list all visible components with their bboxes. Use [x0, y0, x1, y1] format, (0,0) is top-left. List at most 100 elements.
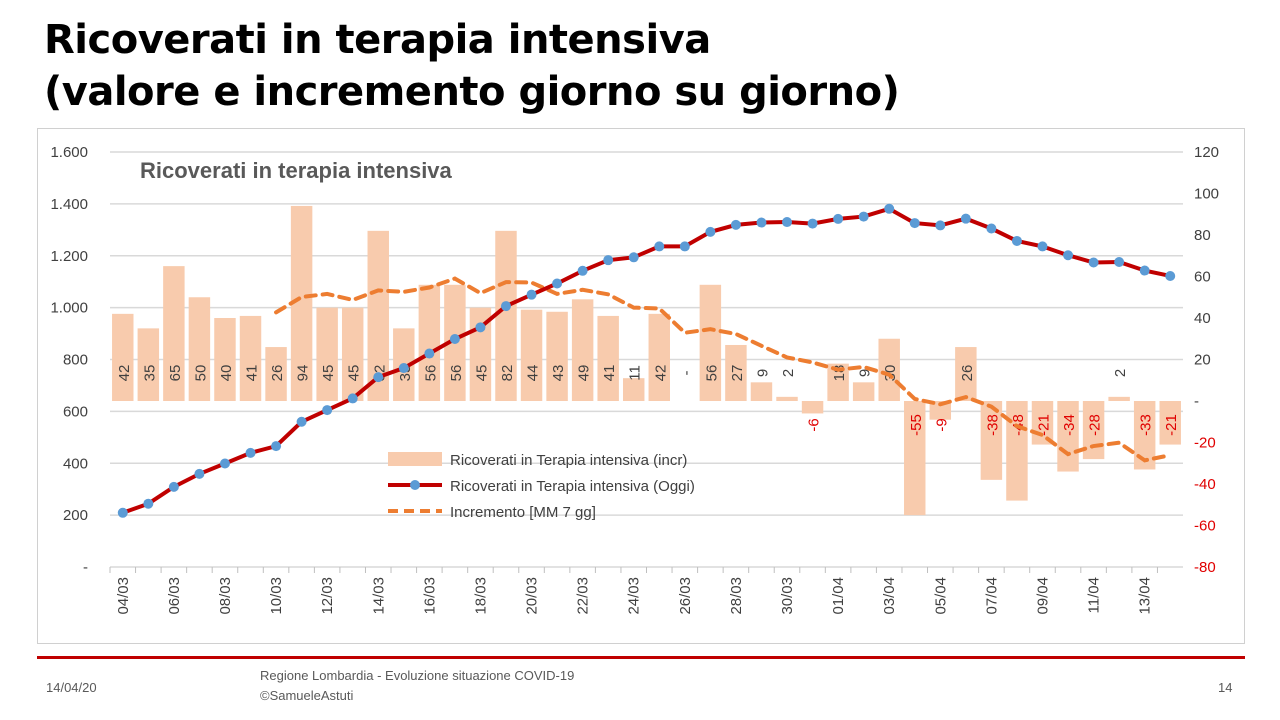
left-tick-label: 400	[63, 455, 88, 472]
x-tick-label: 03/04	[881, 577, 898, 615]
footer-divider	[37, 656, 1245, 659]
oggi-point	[271, 441, 282, 452]
oggi-point	[1088, 257, 1099, 268]
oggi-point	[475, 322, 486, 333]
bar-label: 42	[116, 365, 133, 382]
legend-label-incr: Ricoverati in Terapia intensiva (incr)	[450, 452, 687, 469]
bar	[1057, 401, 1079, 472]
oggi-point	[168, 481, 179, 492]
right-tick-label: -80	[1194, 559, 1216, 576]
bar	[980, 401, 1003, 480]
right-tick-label: -60	[1194, 518, 1216, 535]
bar-label: -34	[1061, 414, 1078, 436]
left-tick-label: 1.200	[50, 248, 88, 265]
oggi-point	[194, 468, 205, 479]
right-tick-label: -20	[1194, 435, 1216, 452]
oggi-point	[1063, 250, 1074, 261]
legend-label-ma: Incremento [MM 7 gg]	[450, 504, 596, 521]
bar	[265, 347, 287, 401]
bar	[648, 313, 671, 401]
moving-average-line	[274, 276, 1173, 463]
x-tick-label: 18/03	[472, 577, 489, 615]
oggi-point	[245, 447, 256, 458]
x-tick-label: 14/03	[370, 577, 387, 615]
oggi-point	[654, 241, 665, 252]
bar-label: -55	[908, 414, 925, 436]
bar-label: 43	[550, 365, 567, 382]
bar	[341, 307, 364, 401]
x-tick-label: 06/03	[166, 577, 183, 615]
oggi-point	[705, 226, 716, 237]
x-tick-label: 26/03	[677, 577, 694, 615]
bar-label: 45	[320, 365, 337, 382]
x-tick-label: 10/03	[268, 577, 285, 615]
x-tick-label: 04/03	[115, 577, 132, 615]
bar-label: -28	[1087, 414, 1104, 436]
bar	[290, 205, 313, 401]
x-tick-label: 07/04	[983, 577, 1000, 615]
bar-label: 65	[167, 365, 184, 382]
x-tick-label: 01/04	[830, 577, 847, 615]
bar-label: 82	[499, 365, 516, 382]
bar-label: 9	[754, 369, 771, 377]
right-tick-label: -40	[1194, 476, 1216, 493]
bar-label: 26	[959, 365, 976, 382]
oggi-point	[552, 278, 563, 289]
x-tick-label: 05/04	[932, 577, 949, 615]
right-tick-label: -	[1194, 393, 1199, 410]
bar	[1108, 396, 1130, 401]
x-tick-label: 24/03	[626, 577, 643, 615]
bar	[622, 378, 645, 401]
oggi-point	[833, 213, 844, 224]
legend-label-oggi: Ricoverati in Terapia intensiva (Oggi)	[450, 478, 695, 495]
footer-author: ©SamueleAstuti	[260, 688, 354, 703]
right-tick-label: 60	[1194, 269, 1211, 286]
bar-label: -38	[984, 414, 1001, 436]
chart-frame	[37, 128, 1245, 644]
bar-label: 44	[525, 365, 542, 382]
title-line-1: Ricoverati in terapia intensiva	[44, 17, 711, 63]
page-number: 14	[1218, 680, 1233, 695]
bar-label: -9	[933, 418, 950, 431]
bar	[776, 396, 798, 401]
bar-label: 26	[269, 365, 286, 382]
bar-label: -	[678, 371, 695, 376]
oggi-point	[398, 363, 409, 374]
bar	[571, 299, 594, 401]
legend-swatch-incr	[388, 452, 442, 466]
bar	[827, 363, 849, 401]
bar-label: -33	[1138, 414, 1155, 436]
bar-label: 56	[422, 365, 439, 382]
bar	[163, 266, 185, 401]
footer-source: Regione Lombardia - Evoluzione situazion…	[260, 668, 575, 683]
bar	[597, 315, 619, 401]
oggi-point	[935, 220, 946, 231]
x-tick-label: 12/03	[319, 577, 336, 615]
title-line-2: (valore e incremento giorno su giorno)	[44, 69, 900, 115]
bar-label: 41	[601, 365, 618, 382]
left-tick-label: 600	[63, 403, 88, 420]
left-tick-label: -	[83, 559, 88, 576]
oggi-point	[960, 213, 971, 224]
oggi-point	[986, 223, 997, 234]
right-tick-label: 80	[1194, 227, 1211, 244]
x-tick-label: 16/03	[421, 577, 438, 615]
bar-label: 50	[192, 365, 209, 382]
oggi-point	[322, 405, 333, 416]
bar-label: -21	[1163, 414, 1180, 436]
legend-marker-oggi	[410, 480, 420, 490]
bar	[546, 311, 568, 401]
oggi-point	[909, 218, 920, 229]
oggi-point	[603, 255, 614, 266]
right-tick-label: 120	[1194, 144, 1219, 161]
bar-label: 9	[857, 369, 874, 377]
x-tick-label: 09/04	[1034, 577, 1051, 615]
oggi-point	[1114, 256, 1125, 267]
right-tick-label: 100	[1194, 186, 1219, 203]
oggi-point	[347, 393, 358, 404]
bar	[929, 401, 952, 420]
bar	[852, 382, 875, 401]
left-tick-label: 800	[63, 352, 88, 369]
bar	[188, 297, 211, 401]
bar-label: 2	[780, 369, 797, 377]
